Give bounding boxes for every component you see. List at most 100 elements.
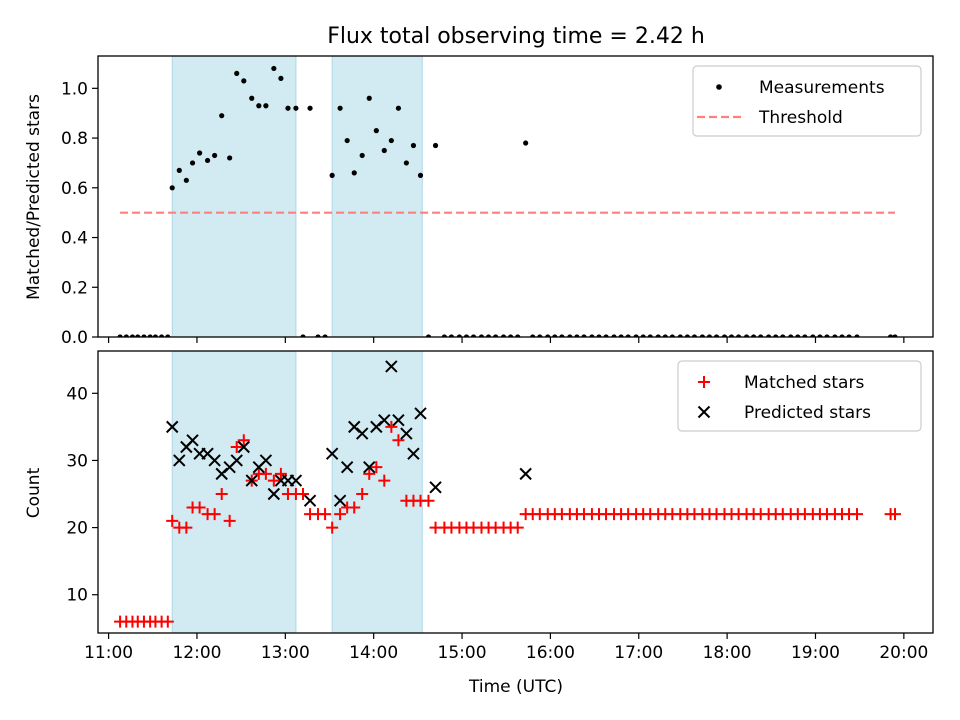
- x-tick-label: 12:00: [172, 643, 221, 663]
- measurement-point: [241, 78, 247, 84]
- measurement-point: [388, 137, 394, 144]
- matched-stars-point: [215, 488, 228, 501]
- predicted-stars-point: [407, 447, 420, 460]
- measurement-point: [410, 142, 417, 149]
- measurement-point: [176, 167, 182, 173]
- flux-ratio-panel: 0.0 0.2 0.4 0.6 0.8 1.0 Measurements Threshold: [61, 55, 934, 348]
- predicted-stars-point: [208, 454, 221, 467]
- measurement-point: [344, 137, 350, 144]
- matched-stars-point: [259, 467, 272, 480]
- predicted-stars-point: [186, 434, 199, 447]
- matched-stars-point: [363, 467, 376, 480]
- bottom-y-tick-label: 20: [66, 519, 88, 539]
- measurement-point: [197, 150, 203, 156]
- measurement-point: [256, 103, 262, 109]
- predicted-stars-point: [378, 413, 391, 427]
- measurement-point: [212, 152, 218, 159]
- measurement-point: [381, 147, 387, 154]
- predicted-stars-point: [385, 360, 398, 373]
- matched-stars-point: [161, 615, 174, 628]
- legend-x-marker: [697, 405, 711, 419]
- matched-stars-point: [230, 441, 243, 454]
- predicted-stars-point: [259, 454, 273, 467]
- measurement-point: [395, 105, 402, 111]
- predicted-stars-point: [333, 494, 347, 507]
- matched-stars-point: [223, 514, 236, 527]
- x-tick-label: 17:00: [614, 643, 663, 663]
- measurement-point: [249, 95, 255, 101]
- measurement-point: [329, 172, 335, 178]
- matched-stars-point: [274, 467, 287, 480]
- matched-stars-point: [889, 508, 902, 521]
- legend-label: Predicted stars: [744, 403, 871, 423]
- bottom-legend: Matched stars Predicted stars: [677, 360, 922, 432]
- predicted-stars-point: [363, 460, 376, 474]
- matched-stars-point: [348, 501, 361, 514]
- measurement-point: [307, 105, 313, 111]
- top-legend: Measurements Threshold: [692, 65, 922, 137]
- bottom-legend-frame: [677, 360, 922, 432]
- legend-dot-marker: [716, 84, 722, 90]
- measurement-point: [403, 160, 409, 166]
- top-y-tick-label: 0.2: [61, 278, 88, 298]
- measurement-point: [271, 65, 277, 72]
- measurement-point: [337, 105, 343, 111]
- matched-stars-point: [166, 514, 179, 527]
- measurement-point: [417, 172, 424, 178]
- top-legend-frame: [692, 65, 922, 137]
- matched-stars-point: [511, 521, 524, 534]
- matched-stars-point: [392, 434, 405, 447]
- predicted-stars-point: [237, 440, 251, 454]
- matched-stars-point: [378, 474, 391, 487]
- x-tick-label: 20:00: [879, 643, 928, 663]
- bottom-axes-frame: [97, 350, 934, 634]
- predicted-stars-point: [392, 413, 405, 427]
- measurement-point: [278, 75, 284, 81]
- measurement-point: [432, 142, 439, 149]
- measurement-point: [263, 103, 269, 109]
- matched-stars-point: [237, 434, 250, 447]
- predicted-stars-point: [230, 454, 243, 467]
- predicted-stars-point: [400, 427, 413, 440]
- measurement-point: [373, 128, 379, 134]
- matched-stars-point: [422, 494, 435, 507]
- chart-title: Flux total observing time = 2.42 h: [327, 24, 705, 49]
- predicted-stars-point: [414, 407, 427, 420]
- legend-label: Matched stars: [744, 373, 864, 393]
- matched-stars-point: [851, 508, 864, 521]
- matched-stars-point: [180, 521, 193, 534]
- measurement-point: [183, 177, 189, 183]
- x-tick-label: 11:00: [84, 643, 133, 663]
- x-axis-label: Time (UTC): [468, 677, 563, 697]
- matched-stars-point: [326, 521, 339, 534]
- matched-stars-point: [356, 488, 369, 501]
- measurement-point: [189, 160, 196, 166]
- predicted-stars-point: [267, 487, 281, 501]
- bottom-series-0: [114, 420, 902, 628]
- predicted-stars-point: [519, 467, 532, 481]
- measurement-point: [366, 95, 372, 101]
- top-y-tick-label: 1.0: [61, 79, 88, 99]
- legend-label: Measurements: [759, 78, 885, 98]
- measurement-point: [169, 185, 175, 191]
- x-tick-label: 15:00: [438, 643, 487, 663]
- x-tick-label: 14:00: [349, 643, 398, 663]
- top-shaded-window-0: [171, 56, 297, 337]
- top-plot-area: [117, 56, 898, 337]
- measurement-point: [204, 157, 211, 164]
- bottom-y-tick-label: 40: [66, 384, 88, 404]
- measurement-point: [523, 140, 529, 146]
- x-tick-label: 18:00: [703, 643, 752, 663]
- matched-stars-point: [296, 488, 309, 501]
- measurement-point: [293, 105, 299, 111]
- predicted-stars-point: [166, 420, 179, 434]
- predicted-stars-point: [355, 427, 369, 440]
- top-shaded-window-1: [331, 56, 423, 337]
- legend-plus-marker: [698, 376, 710, 388]
- bottom-series-1: [166, 360, 532, 507]
- measurement-point: [234, 70, 240, 77]
- top-axes-frame: [97, 55, 934, 338]
- top-y-axis-label: Matched/Predicted stars: [24, 94, 44, 300]
- predicted-stars-point: [289, 474, 303, 487]
